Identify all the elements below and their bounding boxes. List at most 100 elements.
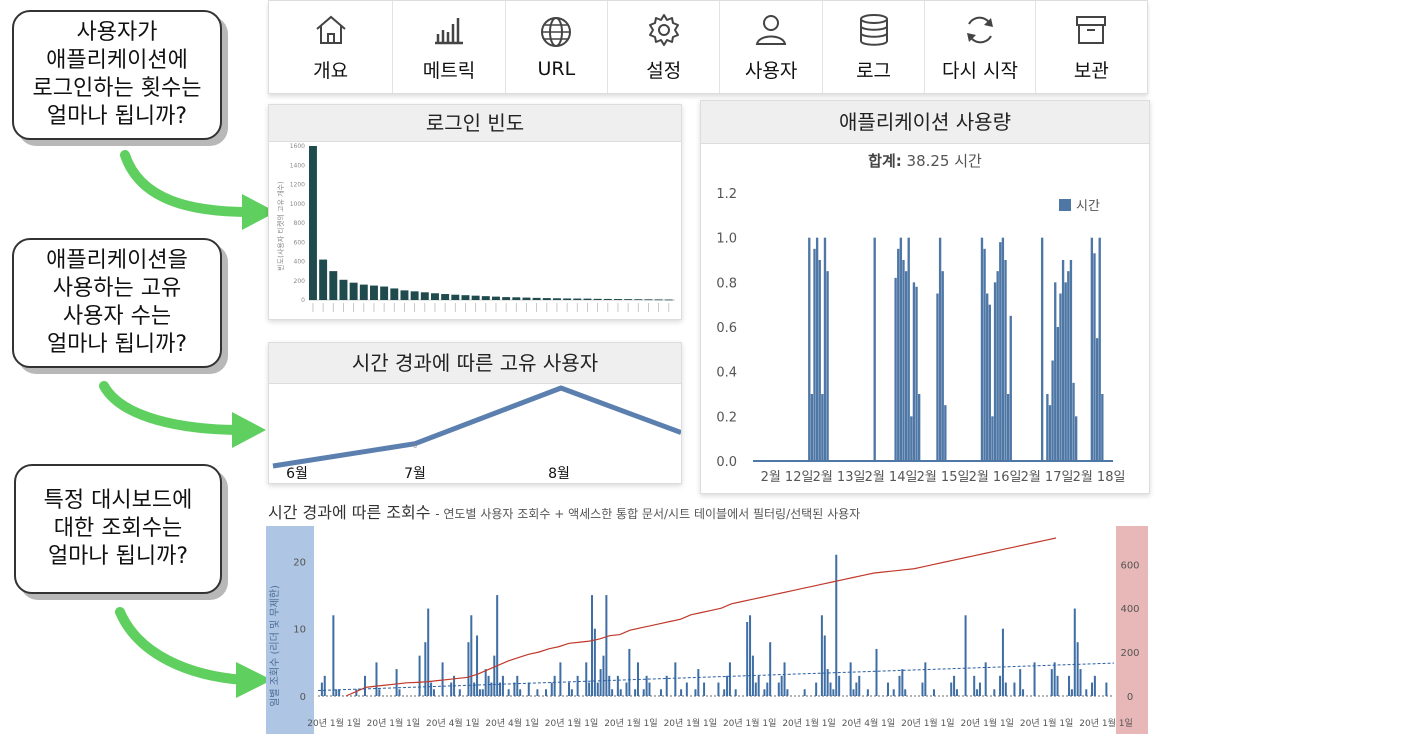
y-tick-label: 600: [294, 239, 306, 246]
views-bar: [501, 675, 504, 696]
total-label: 합계:: [868, 152, 902, 170]
views-bar: [932, 689, 935, 696]
views-bar: [476, 635, 479, 696]
globe-icon: [541, 17, 572, 47]
usage-bar: [894, 277, 897, 461]
views-bar: [665, 675, 668, 696]
tool-restart[interactable]: 다시 시작: [925, 1, 1036, 93]
views-subtitle: - 연도별 사용자 조회수 + 액세스한 통합 문서/시트 테이블에서 필터링/…: [435, 507, 861, 521]
usage-bar: [991, 416, 994, 461]
views-bar: [496, 595, 499, 696]
usage-bar: [944, 405, 947, 461]
tool-logs[interactable]: 로그: [823, 1, 926, 93]
arrow-to-views-chart-icon: [115, 607, 272, 698]
usage-bar: [1098, 237, 1101, 461]
x-tick-label: 20년 1월 1일: [545, 717, 598, 729]
views-bar: [1050, 669, 1053, 696]
views-bar: [611, 689, 614, 696]
y-tick-label: 0: [301, 297, 305, 304]
views-bar: [619, 689, 622, 696]
usage-bar: [988, 304, 991, 461]
callout-line: 사용하는 고유: [52, 276, 182, 301]
tool-overview[interactable]: 개요: [269, 1, 394, 93]
views-bar: [616, 675, 619, 696]
login-bar: [329, 271, 338, 300]
views-bar: [829, 682, 832, 696]
views-bar: [642, 689, 645, 696]
usage-bar: [902, 260, 905, 461]
views-bar: [1079, 669, 1082, 696]
views-bar: [602, 655, 605, 696]
views-bar: [570, 689, 573, 696]
usage-bar: [996, 271, 999, 461]
views-title: 시간 경과에 따른 조회수: [268, 503, 431, 522]
tool-metrics[interactable]: 메트릭: [393, 1, 506, 93]
archive-icon: [1076, 15, 1107, 44]
views-title-row: 시간 경과에 따른 조회수 - 연도별 사용자 조회수 + 액세스한 통합 문서…: [266, 500, 1148, 526]
views-bar: [375, 662, 378, 696]
usage-bar: [904, 271, 908, 461]
views-bar: [697, 669, 700, 696]
callout-line: 사용자가: [76, 20, 158, 45]
views-bar: [694, 689, 697, 696]
usage-bar: [983, 248, 986, 461]
arrow-to-login-chart-icon: [120, 150, 276, 230]
views-bar: [424, 642, 427, 696]
usage-bar: [1072, 382, 1075, 461]
tool-archive[interactable]: 보관: [1036, 1, 1147, 93]
views-bar: [628, 648, 631, 696]
tool-label: 사용자: [744, 59, 798, 82]
usage-bar: [873, 237, 876, 461]
views-bar: [680, 689, 683, 696]
usage-bar: [1006, 394, 1010, 461]
panel-title: 로그인 빈도: [269, 105, 681, 142]
views-bar: [395, 669, 398, 696]
y-tick-label: 800: [294, 220, 306, 227]
login-bar: [319, 259, 328, 300]
x-tick-label: 20년 1월 1일: [367, 717, 420, 729]
user-icon: [755, 14, 787, 45]
legend-swatch: [1059, 199, 1071, 211]
y-tick-label: 20: [293, 557, 306, 568]
views-bar: [659, 689, 662, 696]
login-frequency-panel: 로그인 빈도 빈도(사용자 티켓의 고유 개수) 0 200 400 600 800 100…: [268, 104, 682, 320]
views-bar: [470, 615, 473, 696]
callout-line: 얼마나 됩니까?: [47, 544, 189, 569]
views-bar: [875, 648, 878, 696]
tool-label: 보관: [1073, 59, 1109, 82]
views-bar: [645, 675, 648, 696]
x-tick-label: 2월 13일: [813, 470, 866, 485]
login-bar: [339, 279, 348, 300]
views-panel: 시간 경과에 따른 조회수 - 연도별 사용자 조회수 + 액세스한 통합 문서…: [266, 500, 1148, 734]
y-tick-label: 1.0: [716, 232, 737, 247]
login-bar: [390, 288, 399, 300]
views-bar: [950, 682, 953, 696]
login-bar: [370, 285, 378, 300]
y-tick-label: 200: [294, 278, 306, 285]
x-tick-label: 20년 1월 1일: [664, 717, 717, 729]
usage-bar: [1048, 405, 1052, 461]
usage-bar: [980, 237, 984, 461]
usage-bar: [813, 248, 816, 461]
x-tick-label: 8월: [548, 466, 570, 482]
unique-users-chart: 6 6월 7월 8월: [272, 385, 681, 482]
usage-bar: [917, 394, 921, 461]
views-bar: [1001, 628, 1004, 696]
views-bar: [576, 675, 579, 696]
views-bar: [487, 675, 490, 696]
login-bar: [349, 282, 358, 300]
y-axis-label: 빈도(사용자 티켓의 고유 개수): [276, 181, 285, 271]
usage-bar: [899, 237, 903, 461]
usage-bar: [912, 282, 916, 461]
y-tick-label: 0.4: [716, 366, 737, 381]
y-tick-label: 1000: [290, 201, 305, 208]
x-tick-label: 20년 1월 1일: [1079, 717, 1132, 729]
tool-users[interactable]: 사용자: [720, 1, 823, 93]
top-toolbar: 개요 메트릭 URL 설정 사용자 로그 다시 시작 보관: [268, 0, 1148, 94]
views-bar: [757, 675, 760, 696]
tool-settings[interactable]: 설정: [608, 1, 721, 93]
y-tick-label: 1600: [290, 143, 305, 150]
login-bar: [431, 293, 439, 300]
tool-url[interactable]: URL: [506, 1, 609, 93]
views-bar: [363, 675, 366, 696]
